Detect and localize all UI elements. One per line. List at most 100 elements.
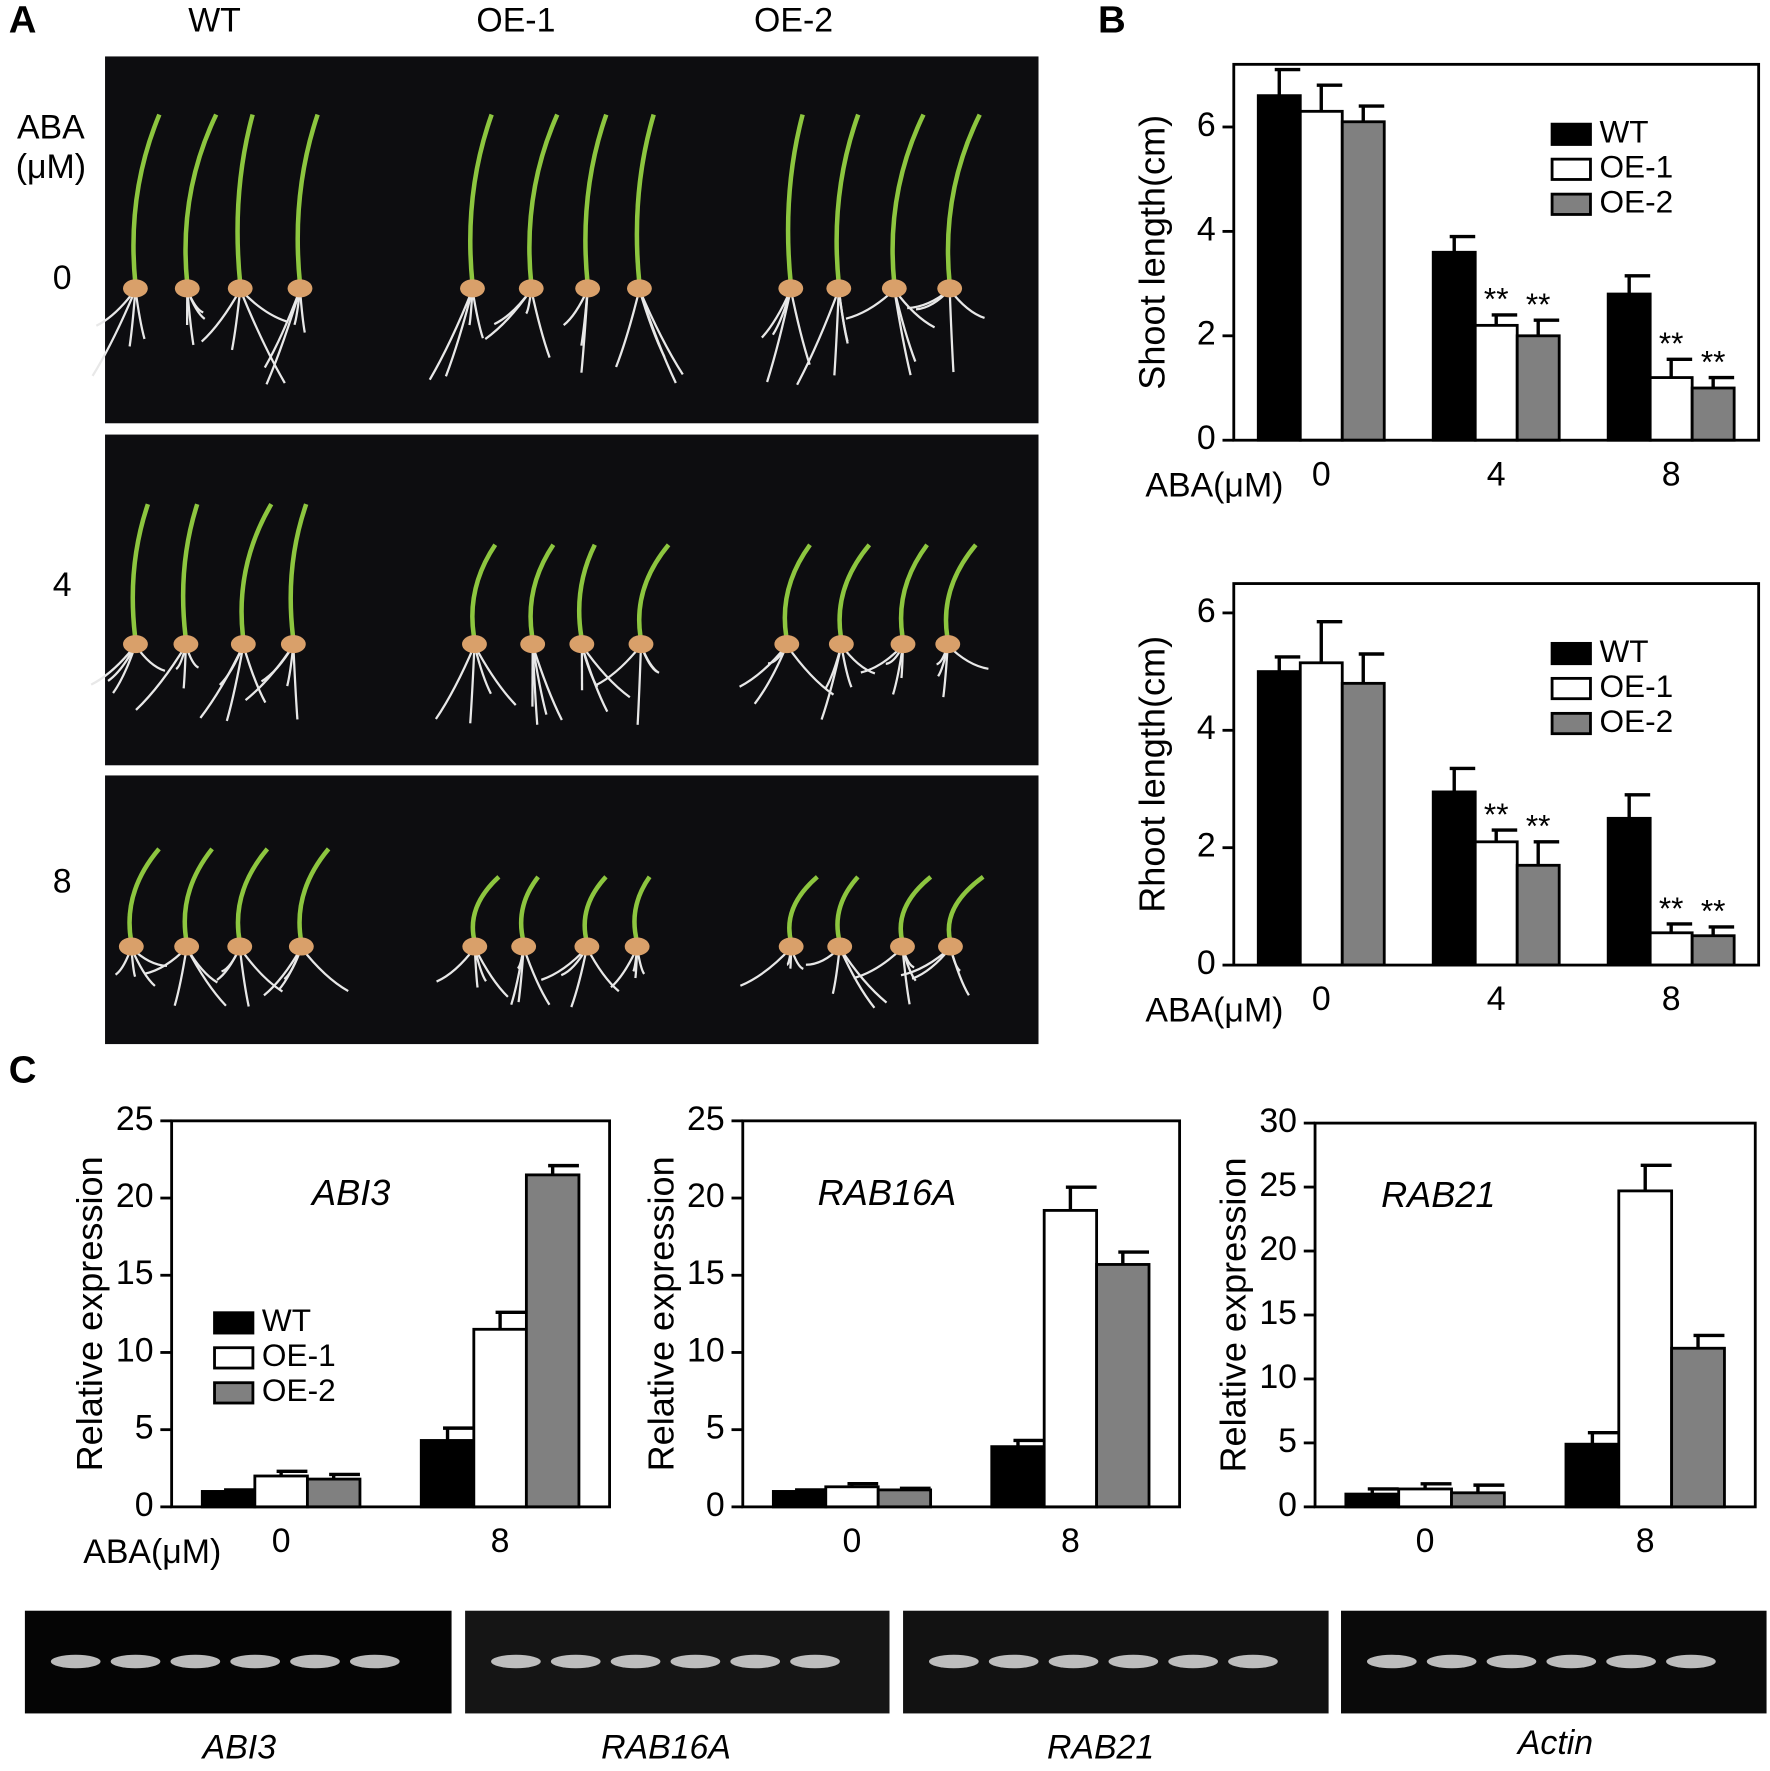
- seedling-root: [531, 644, 563, 721]
- legend-label: WT: [262, 1302, 311, 1338]
- legend-swatch: [1550, 192, 1592, 216]
- y-tick-label: 2: [1197, 827, 1216, 865]
- gel-band: [50, 1654, 101, 1669]
- error-bar: [1533, 318, 1560, 336]
- significance: **: [1701, 893, 1726, 929]
- error-bar: [1491, 313, 1518, 326]
- gel-band: [1048, 1654, 1099, 1669]
- seedling-leaf: [835, 875, 860, 943]
- error-bar: [443, 1426, 474, 1441]
- bar: [1340, 120, 1386, 442]
- gel-label: ABI3: [201, 1728, 277, 1766]
- bar: [1340, 681, 1386, 967]
- significance: **: [1659, 890, 1684, 926]
- y-tick-label: 4: [1197, 709, 1216, 747]
- seed: [778, 937, 804, 956]
- gel-band: [349, 1654, 400, 1669]
- x-tick-label: 4: [1487, 455, 1506, 493]
- gel-band: [790, 1654, 840, 1669]
- y-tick-label: 0: [706, 1486, 725, 1524]
- seedling-leaf: [235, 113, 255, 285]
- legend-swatch: [1550, 122, 1592, 146]
- gel-band: [1426, 1654, 1477, 1669]
- error-bar: [276, 1469, 308, 1476]
- x-tick-label: 0: [272, 1522, 291, 1560]
- seedling-root: [833, 289, 840, 376]
- y-tick-label: 10: [116, 1331, 154, 1369]
- bar: [824, 1485, 880, 1509]
- gel-label: RAB16A: [601, 1728, 731, 1766]
- error-bar: [795, 1488, 826, 1492]
- bar: [1256, 670, 1302, 967]
- gel-band: [550, 1654, 601, 1669]
- gel-band: [1366, 1654, 1417, 1669]
- gel-label: Actin: [1516, 1724, 1593, 1762]
- y-tick-label: 20: [687, 1177, 725, 1215]
- seed: [624, 937, 650, 956]
- gel-band: [1606, 1654, 1656, 1669]
- y-axis-label: Relative expression: [1213, 1157, 1254, 1472]
- seedling-root: [796, 289, 840, 386]
- error-bar: [1367, 1487, 1399, 1495]
- seedling-root: [469, 645, 476, 724]
- seedling-leaf: [787, 875, 819, 943]
- seedling-root: [948, 289, 955, 373]
- x-tick-label: 0: [843, 1522, 862, 1560]
- seedling-root: [444, 289, 474, 377]
- error-bar: [548, 1163, 579, 1175]
- seed: [460, 279, 485, 298]
- bar: [1344, 1492, 1401, 1509]
- photo: [105, 56, 1039, 424]
- error-bar: [1013, 1438, 1045, 1447]
- bar: [1606, 292, 1652, 442]
- error-bar: [1316, 620, 1343, 663]
- column-label: OE-2: [754, 2, 833, 40]
- significance: **: [1526, 286, 1551, 322]
- bar: [1515, 334, 1561, 442]
- seed: [826, 279, 852, 298]
- significance: **: [1659, 325, 1684, 361]
- bar: [1397, 1487, 1453, 1509]
- seedling-root: [135, 644, 187, 711]
- y-tick-label: 15: [687, 1254, 725, 1292]
- y-tick-label: 5: [135, 1409, 154, 1447]
- seedling-root: [428, 289, 474, 381]
- seedling-leaf: [634, 113, 656, 285]
- bar: [1450, 1491, 1506, 1509]
- seedling-leaf: [130, 503, 151, 640]
- bar: [1298, 109, 1344, 442]
- gel-band: [290, 1654, 340, 1669]
- seedling-leaf: [898, 543, 929, 641]
- error-bar: [1420, 1482, 1452, 1489]
- seed: [881, 279, 907, 298]
- legend-swatch: [1550, 641, 1592, 666]
- gel-band: [1228, 1654, 1278, 1669]
- y-tick-label: 15: [116, 1254, 154, 1292]
- seedling-leaf: [239, 503, 274, 640]
- seedling-leaf: [583, 113, 609, 285]
- y-tick-label: 6: [1197, 592, 1216, 630]
- y-tick-label: 25: [116, 1100, 154, 1138]
- error-bar: [899, 1486, 931, 1491]
- y-tick-label: 5: [706, 1409, 725, 1447]
- seed: [774, 635, 800, 654]
- seedling-leaf: [576, 543, 597, 641]
- seedling-leaf: [527, 113, 560, 285]
- bar: [1515, 863, 1561, 967]
- seed: [575, 279, 601, 298]
- x-axis-label: ABA(μM): [1145, 991, 1283, 1029]
- seedling-leaf: [183, 113, 219, 285]
- error-bar: [1449, 766, 1476, 792]
- legend-label: WT: [1599, 633, 1648, 669]
- seedling-leaf: [785, 113, 805, 285]
- seedling-leaf: [180, 503, 200, 640]
- y-tick-label: 20: [1259, 1230, 1297, 1268]
- error-bar: [1491, 828, 1518, 842]
- gene-name: RAB16A: [818, 1172, 957, 1213]
- column-label: OE-1: [476, 2, 555, 40]
- seedling-root: [199, 644, 245, 719]
- x-axis-label: ABA(μM): [83, 1533, 221, 1571]
- seed: [628, 635, 654, 654]
- seedling-leaf: [946, 874, 985, 943]
